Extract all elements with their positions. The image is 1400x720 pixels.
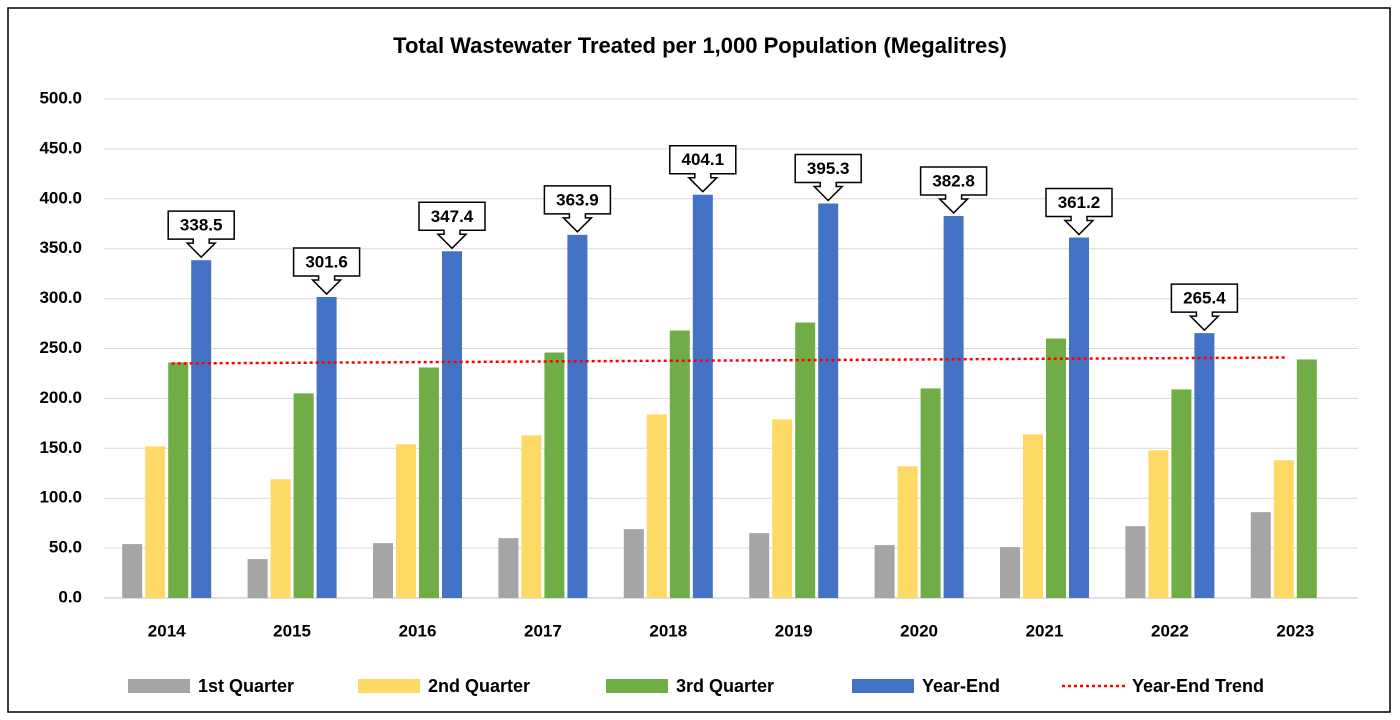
trend-line — [171, 356, 1286, 365]
data-label: 404.1 — [682, 150, 725, 169]
bar — [1023, 434, 1043, 598]
bar — [897, 466, 918, 598]
legend-swatch — [358, 679, 420, 693]
bar — [122, 544, 143, 598]
legend-label: 2nd Quarter — [428, 676, 530, 696]
callout — [1045, 187, 1113, 236]
bar — [692, 194, 713, 599]
x-tick-label: 2018 — [649, 621, 687, 640]
bar — [1194, 333, 1215, 598]
x-tick-label: 2019 — [775, 621, 813, 640]
bar — [247, 559, 268, 598]
bar — [270, 479, 291, 598]
bar — [1000, 547, 1020, 598]
data-label: 338.5 — [180, 216, 223, 235]
callout — [543, 185, 612, 233]
bar — [1046, 338, 1066, 598]
bar — [145, 446, 166, 598]
callout — [167, 210, 235, 259]
bar — [943, 215, 964, 598]
data-label: 363.9 — [556, 190, 599, 209]
callout — [1170, 283, 1239, 332]
bar — [818, 203, 839, 598]
bar — [293, 393, 314, 598]
y-tick-label: 300.0 — [39, 288, 82, 307]
bar — [1273, 460, 1294, 598]
bar — [521, 435, 542, 598]
bar — [1125, 526, 1146, 598]
chart-title: Total Wastewater Treated per 1,000 Popul… — [393, 33, 1007, 58]
x-tick-label: 2016 — [399, 621, 437, 640]
data-label: 347.4 — [431, 207, 474, 226]
bar — [669, 330, 690, 598]
legend-swatch — [852, 679, 914, 693]
x-tick-label: 2015 — [273, 621, 311, 640]
bar — [316, 297, 337, 598]
y-tick-label: 450.0 — [39, 138, 82, 157]
callout — [292, 247, 361, 296]
data-label: 301.6 — [305, 252, 348, 271]
y-tick-label: 50.0 — [49, 538, 82, 557]
legend-label: 1st Quarter — [198, 676, 294, 696]
data-label: 361.2 — [1058, 193, 1101, 212]
bar — [1069, 237, 1089, 598]
bar — [419, 367, 439, 598]
bar — [168, 362, 189, 598]
legend-label: Year-End Trend — [1132, 676, 1264, 696]
y-tick-label: 350.0 — [39, 238, 82, 257]
callout — [669, 144, 737, 193]
callout — [919, 166, 988, 215]
bar — [373, 543, 393, 598]
bar — [749, 533, 770, 598]
x-tick-label: 2023 — [1276, 621, 1314, 640]
data-label: 382.8 — [932, 171, 975, 190]
bar — [1250, 512, 1271, 598]
bar — [396, 444, 416, 598]
y-tick-label: 0.0 — [58, 587, 82, 606]
x-tick-label: 2017 — [524, 621, 562, 640]
legend-swatch — [606, 679, 668, 693]
data-label: 265.4 — [1183, 289, 1226, 308]
y-tick-label: 200.0 — [39, 388, 82, 407]
bar — [874, 545, 895, 598]
y-tick-label: 250.0 — [39, 338, 82, 357]
data-label: 395.3 — [807, 159, 850, 178]
bar — [1296, 359, 1317, 598]
bar — [623, 529, 644, 598]
callout — [794, 153, 862, 202]
bar — [920, 388, 941, 598]
bar — [498, 538, 519, 598]
bar — [544, 352, 565, 598]
y-tick-label: 100.0 — [39, 488, 82, 507]
legend-label: 3rd Quarter — [676, 676, 774, 696]
y-tick-label: 150.0 — [39, 438, 82, 457]
x-tick-label: 2014 — [148, 621, 186, 640]
bar — [191, 260, 212, 598]
y-tick-label: 500.0 — [39, 88, 82, 107]
x-tick-label: 2022 — [1151, 621, 1189, 640]
x-tick-label: 2021 — [1026, 621, 1064, 640]
bar — [442, 251, 462, 598]
y-tick-label: 400.0 — [39, 188, 82, 207]
legend-swatch — [128, 679, 190, 693]
bar — [1148, 450, 1169, 598]
bar — [646, 414, 667, 598]
bar — [772, 419, 793, 598]
bar — [567, 234, 588, 598]
bar — [795, 322, 816, 598]
bar — [1171, 389, 1192, 598]
legend-label: Year-End — [922, 676, 1000, 696]
callout — [418, 201, 486, 250]
x-tick-label: 2020 — [900, 621, 938, 640]
